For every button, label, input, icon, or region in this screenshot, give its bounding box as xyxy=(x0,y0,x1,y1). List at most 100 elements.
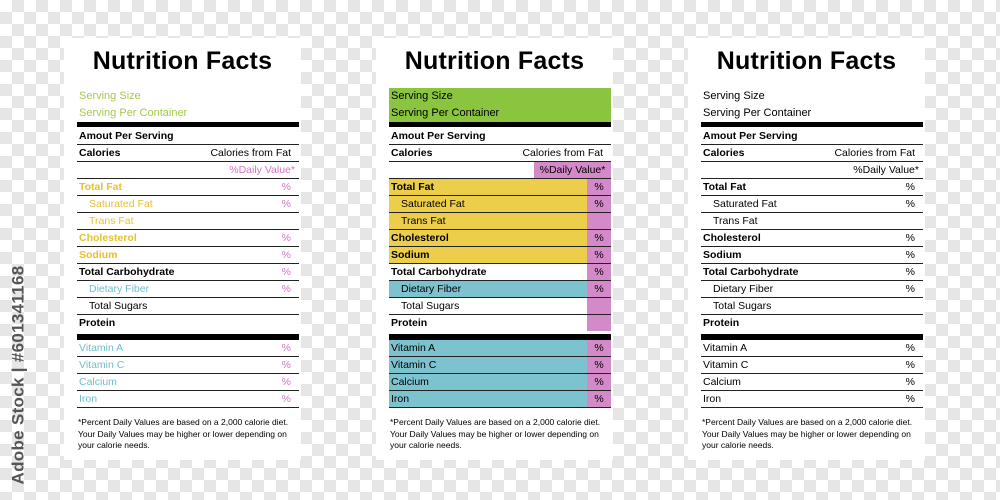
serving-per-container: Serving Per Container xyxy=(703,107,812,119)
amount-per-serving: Amout Per Serving xyxy=(391,130,486,142)
sodium-label: Sodium xyxy=(79,249,118,261)
iron-row: Iron% xyxy=(389,391,611,408)
amount-per-serving-row: Amout Per Serving xyxy=(701,128,923,145)
trans-fat-label: Trans Fat xyxy=(89,215,134,227)
vitamin-a-label: Vitamin A xyxy=(703,342,748,354)
daily-value-row: %Daily Value* xyxy=(77,162,299,179)
nutrient-table: Amout Per Serving Calories Calories from… xyxy=(77,128,299,331)
calories-from-fat: Calories from Fat xyxy=(210,147,291,159)
dietary-fiber-pct: % xyxy=(281,283,291,295)
total-sugars-row: Total Sugars xyxy=(77,298,299,315)
cholesterol-row: Cholesterol% xyxy=(701,230,923,247)
thick-divider-vitamins xyxy=(77,334,299,340)
protein-row: Protein xyxy=(701,315,923,331)
total-fat-row: Total Fat% xyxy=(77,179,299,196)
iron-label: Iron xyxy=(703,393,722,405)
dietary-fiber-label: Dietary Fiber xyxy=(401,283,462,295)
total-sugars-pct-cell xyxy=(587,298,611,314)
sodium-label: Sodium xyxy=(703,249,742,261)
iron-row: Iron% xyxy=(77,391,299,408)
cholesterol-pct: % xyxy=(905,232,915,244)
sodium-label: Sodium xyxy=(391,249,430,261)
calcium-pct: % xyxy=(281,376,291,388)
thick-divider-vitamins xyxy=(701,334,923,340)
total-fat-label: Total Fat xyxy=(703,181,746,193)
iron-pct: % xyxy=(587,391,611,407)
total-carbohydrate-label: Total Carbohydrate xyxy=(79,266,175,278)
total-fat-label: Total Fat xyxy=(79,181,122,193)
amount-per-serving-row: Amout Per Serving xyxy=(389,128,611,145)
serving-per-container: Serving Per Container xyxy=(79,107,188,119)
calcium-label: Calcium xyxy=(391,376,429,388)
vitamin-c-row: Vitamin C% xyxy=(701,357,923,374)
daily-value-row: %Daily Value* xyxy=(701,162,923,179)
total-carbohydrate-label: Total Carbohydrate xyxy=(703,266,799,278)
serving-section: Serving Size Serving Per Container xyxy=(77,88,299,122)
footnote-line-2: Your Daily Values may be higher or lower… xyxy=(390,428,599,439)
vitamin-table: Vitamin A% Vitamin C% Calcium% Iron% xyxy=(389,340,611,408)
thick-divider-vitamins xyxy=(389,334,611,340)
thick-divider xyxy=(701,122,923,127)
total-fat-pct: % xyxy=(281,181,291,193)
vitamin-c-row: Vitamin C% xyxy=(389,357,611,374)
vitamin-a-label: Vitamin A xyxy=(391,342,436,354)
calories-label: Calories xyxy=(391,147,433,159)
amount-per-serving: Amout Per Serving xyxy=(79,130,174,142)
total-fat-row: Total Fat% xyxy=(701,179,923,196)
daily-value-header: %Daily Value* xyxy=(534,162,611,178)
dietary-fiber-pct: % xyxy=(587,281,611,297)
label-title: Nutrition Facts xyxy=(92,47,273,75)
vitamin-table: Vitamin A% Vitamin C% Calcium% Iron% xyxy=(701,340,923,408)
vitamin-c-pct: % xyxy=(587,357,611,373)
total-fat-pct: % xyxy=(905,181,915,193)
vitamin-c-pct: % xyxy=(281,359,291,371)
iron-row: Iron% xyxy=(701,391,923,408)
vitamin-c-pct: % xyxy=(905,359,915,371)
iron-pct: % xyxy=(281,393,291,405)
footnote: *Percent Daily Values are based on a 2,0… xyxy=(390,417,612,452)
calories-label: Calories xyxy=(79,147,121,159)
nutrition-label-colored-blocks: Nutrition Facts Serving Size Serving Per… xyxy=(376,38,613,460)
sodium-row: Sodium% xyxy=(389,247,611,264)
trans-fat-row: Trans Fat xyxy=(77,213,299,230)
calories-row: Calories Calories from Fat xyxy=(77,145,299,162)
iron-pct: % xyxy=(905,393,915,405)
thick-divider xyxy=(77,122,299,127)
cholesterol-label: Cholesterol xyxy=(391,232,449,244)
serving-section: Serving Size Serving Per Container xyxy=(389,88,611,122)
saturated-fat-pct: % xyxy=(587,196,611,212)
vitamin-a-pct: % xyxy=(587,340,611,356)
vitamin-c-label: Vitamin C xyxy=(391,359,437,371)
trans-fat-pct-cell xyxy=(587,213,611,229)
protein-row: Protein xyxy=(77,315,299,331)
label-title: Nutrition Facts xyxy=(716,47,897,75)
vitamin-a-row: Vitamin A% xyxy=(389,340,611,357)
dietary-fiber-row: Dietary Fiber% xyxy=(701,281,923,298)
saturated-fat-row: Saturated Fat% xyxy=(77,196,299,213)
calcium-row: Calcium% xyxy=(77,374,299,391)
vitamin-c-row: Vitamin C% xyxy=(77,357,299,374)
serving-section: Serving Size Serving Per Container xyxy=(701,88,923,122)
total-sugars-label: Total Sugars xyxy=(401,300,460,312)
cholesterol-row: Cholesterol% xyxy=(389,230,611,247)
footnote-line-1: *Percent Daily Values are based on a 2,0… xyxy=(78,417,289,427)
daily-value-header: %Daily Value* xyxy=(229,164,295,176)
saturated-fat-row: Saturated Fat% xyxy=(701,196,923,213)
serving-size: Serving Size xyxy=(703,90,765,102)
protein-row: Protein xyxy=(389,315,611,331)
amount-per-serving: Amout Per Serving xyxy=(703,130,798,142)
calcium-row: Calcium% xyxy=(701,374,923,391)
daily-value-row: %Daily Value* xyxy=(389,162,611,179)
protein-label: Protein xyxy=(391,317,428,329)
watermark-text: Adobe Stock | #601341168 xyxy=(8,265,28,484)
total-carbohydrate-row: Total Carbohydrate% xyxy=(389,264,611,281)
calcium-label: Calcium xyxy=(703,376,741,388)
sodium-pct: % xyxy=(905,249,915,261)
total-sugars-label: Total Sugars xyxy=(89,300,148,312)
total-carbohydrate-pct: % xyxy=(281,266,291,278)
saturated-fat-label: Saturated Fat xyxy=(713,198,777,210)
trans-fat-label: Trans Fat xyxy=(713,215,758,227)
sodium-row: Sodium% xyxy=(701,247,923,264)
sodium-row: Sodium% xyxy=(77,247,299,264)
total-carbohydrate-label: Total Carbohydrate xyxy=(391,266,487,278)
